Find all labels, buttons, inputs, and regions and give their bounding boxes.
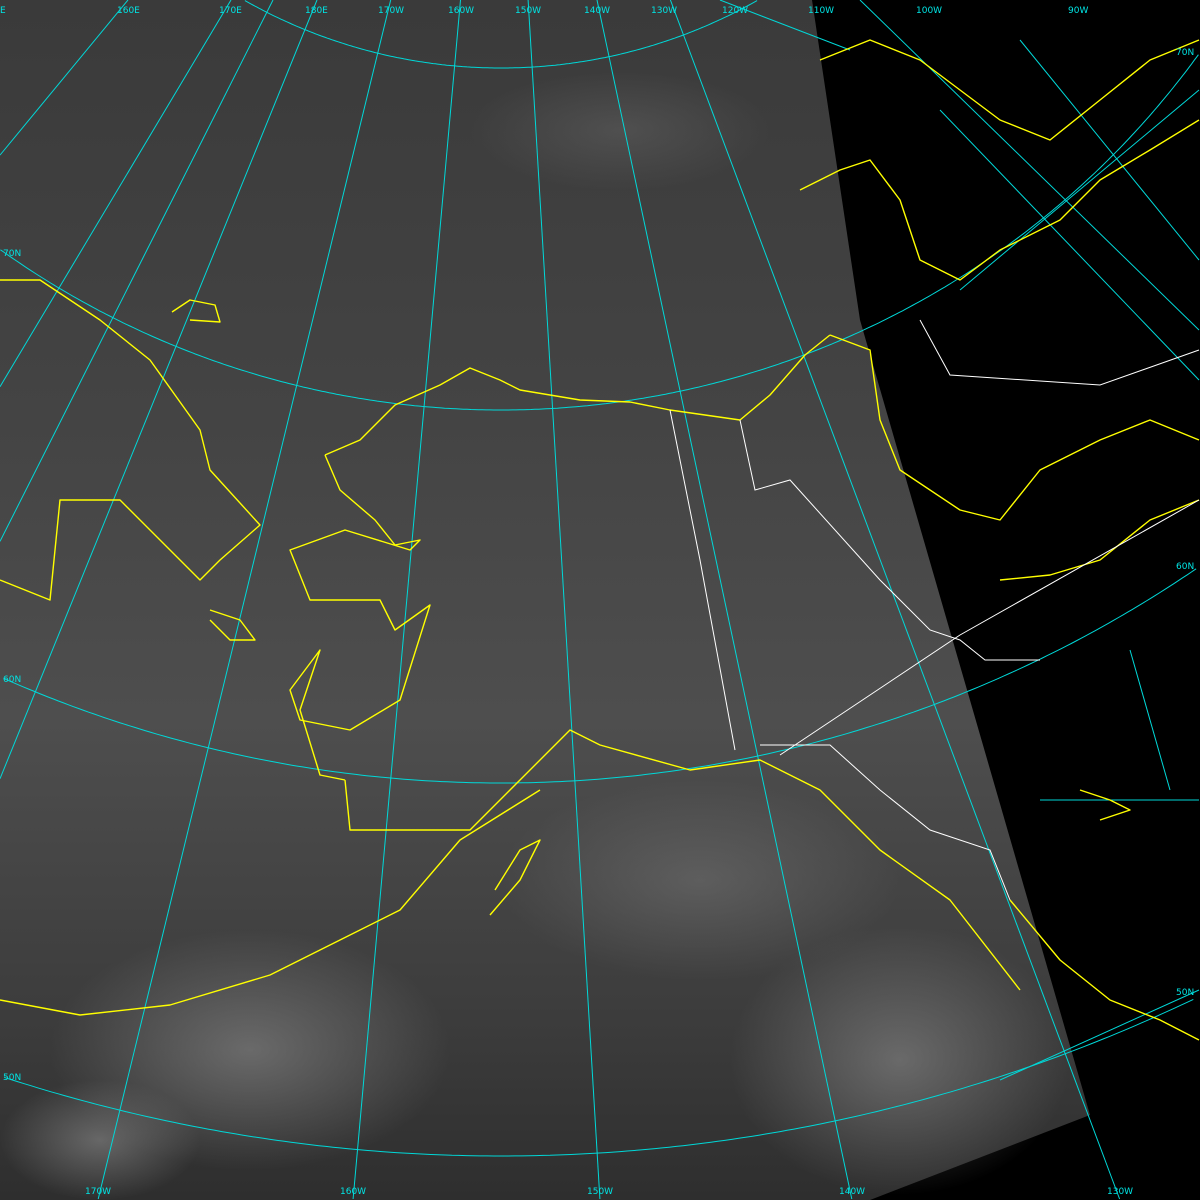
- yukon-nwt-border: [739, 419, 1040, 661]
- label-left: 50N: [3, 1073, 21, 1083]
- wrangel-island: [171, 299, 221, 323]
- label-top: 110W: [808, 6, 834, 16]
- parallel-line: [3, 998, 1194, 1157]
- background-grid-line: [719, 0, 851, 51]
- label-bottom: 140W: [839, 1187, 865, 1197]
- st-lawrence-island: [209, 609, 256, 641]
- bc-border: [779, 499, 1200, 756]
- aleutian-islands: [0, 789, 541, 1016]
- canada-arctic-islands: [799, 119, 1200, 281]
- coastlines: [0, 39, 1200, 1041]
- background-grid-line: [1129, 649, 1171, 791]
- nunavut-border: [919, 319, 1200, 386]
- alaska-south-coast: [344, 729, 1021, 991]
- label-top: 150W: [515, 6, 541, 16]
- label-left: 70N: [3, 249, 21, 259]
- alaska-west-coast: [289, 454, 431, 781]
- background-grid-line: [1019, 39, 1200, 261]
- bc-coast: [1009, 899, 1200, 1041]
- alaska-yukon-border: [669, 409, 736, 751]
- background-grid-line: [939, 109, 1200, 381]
- meridian-line: [0, 0, 129, 156]
- label-top: 100W: [916, 6, 942, 16]
- canada-arctic-islands-2: [819, 39, 1200, 141]
- label-top: 130W: [651, 6, 677, 16]
- label-top: 170E: [219, 6, 242, 16]
- label-right: 50N: [1176, 988, 1194, 998]
- label-top: 170W: [378, 6, 404, 16]
- alaska-north-coast: [324, 334, 831, 456]
- parallel-line: [0, 54, 1199, 411]
- siberia-coast: [0, 279, 261, 601]
- label-top: 160W: [448, 6, 474, 16]
- background-grid-line: [999, 989, 1200, 1081]
- graticule-labels-left: 70N 60N 50N: [3, 249, 21, 1083]
- background-grid-line: [959, 89, 1200, 291]
- label-left: 60N: [3, 675, 21, 685]
- meridian-line: [0, 0, 232, 387]
- background-grid-line: [859, 0, 1200, 331]
- canada-coast: [829, 334, 1200, 521]
- label-top: 180E: [305, 6, 328, 16]
- graticule-labels-right: 70N 60N 50N: [1176, 48, 1194, 998]
- graticule-labels-top: E 160E 170E 180E 170W 160W 150W 140W 130…: [0, 6, 1088, 16]
- label-bottom: 150W: [587, 1187, 613, 1197]
- label-top: E: [0, 6, 6, 16]
- meridian-line: [0, 0, 318, 779]
- political-borders: [669, 319, 1200, 901]
- label-right: 60N: [1176, 562, 1194, 572]
- meridian-line: [596, 0, 853, 1200]
- label-top: 90W: [1068, 6, 1088, 16]
- meridian-line: [0, 0, 274, 542]
- label-top: 140W: [584, 6, 610, 16]
- meridian-line: [97, 0, 392, 1200]
- label-bottom: 160W: [340, 1187, 366, 1197]
- label-bottom: 130W: [1107, 1187, 1133, 1197]
- meridian-line: [669, 0, 1121, 1200]
- label-top: 120W: [722, 6, 748, 16]
- hudson-bay-islands: [1079, 789, 1131, 821]
- kodiak-island: [489, 839, 541, 916]
- parallel-line: [244, 0, 758, 69]
- graticule-labels-bottom: 170W 160W 150W 140W 130W: [85, 1187, 1133, 1197]
- parallel-line: [3, 568, 1197, 784]
- panhandle-border: [760, 744, 1011, 901]
- cloud-texture: [0, 70, 1070, 1200]
- label-right: 70N: [1176, 48, 1194, 58]
- hudson-bay-coast: [999, 499, 1200, 581]
- label-bottom: 170W: [85, 1187, 111, 1197]
- label-top: 160E: [117, 6, 140, 16]
- meridian-line: [352, 0, 461, 1200]
- meridian-line: [527, 0, 601, 1200]
